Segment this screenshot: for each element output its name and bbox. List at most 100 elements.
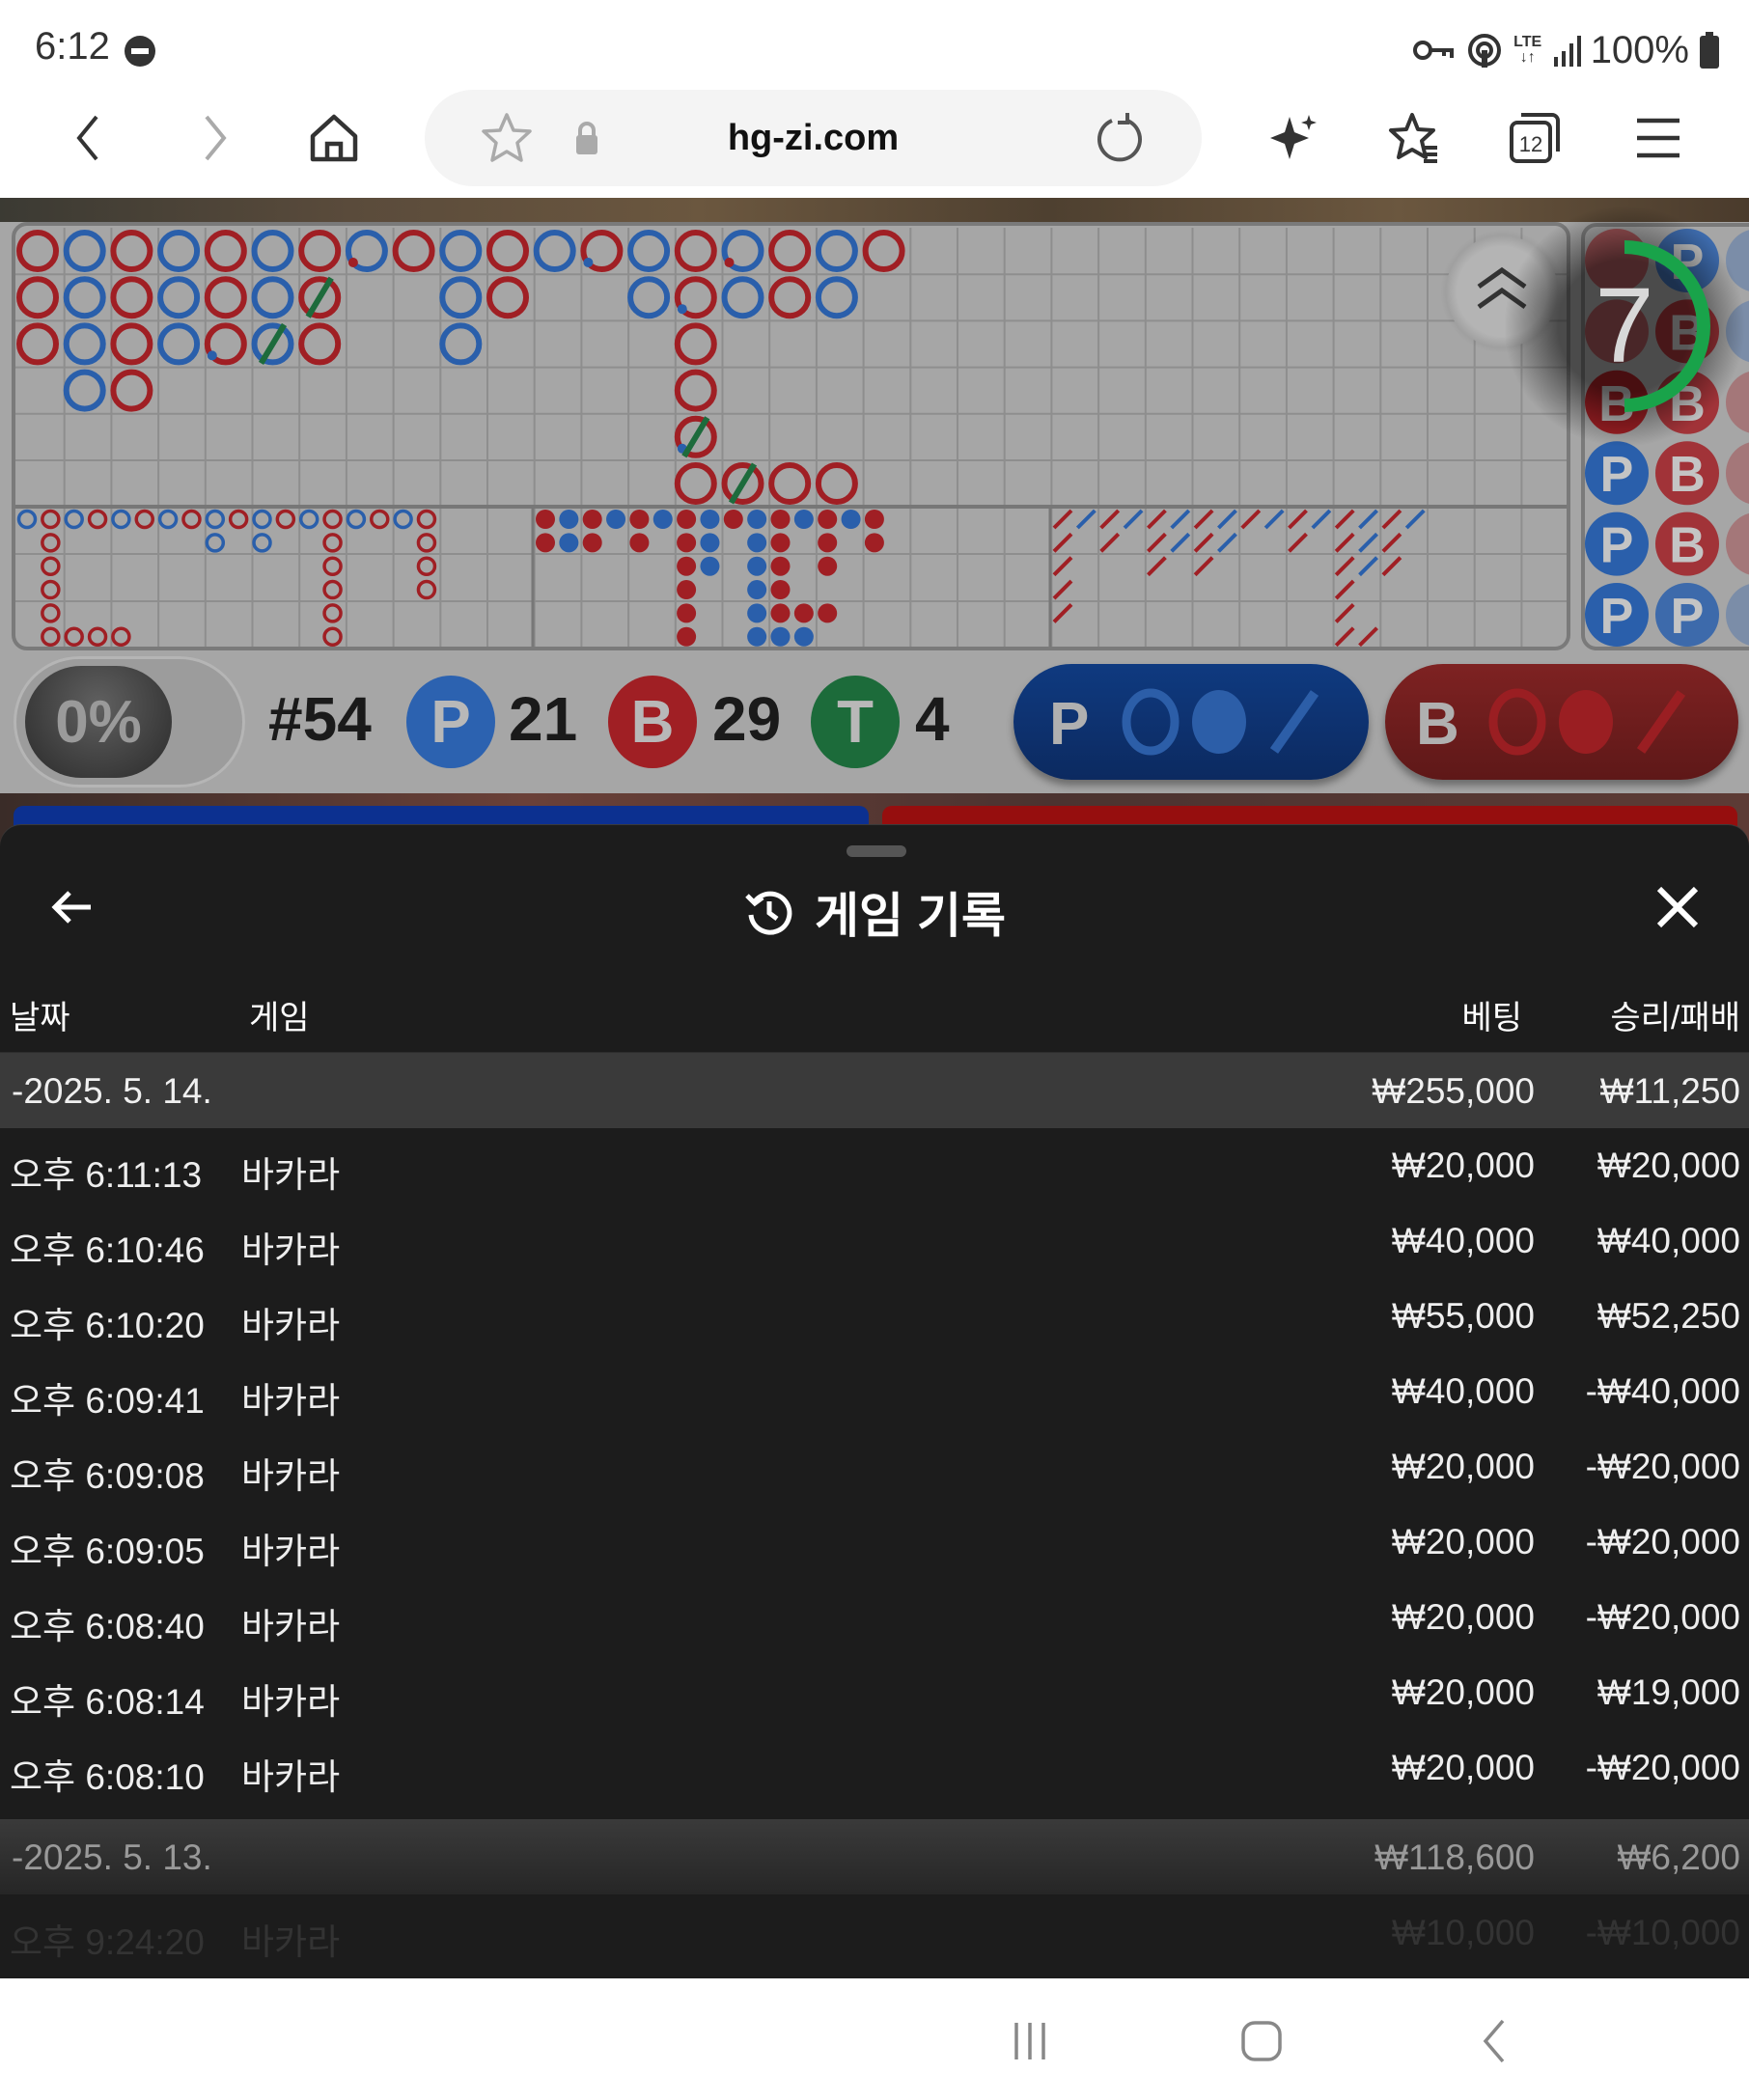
big-eye-mark bbox=[87, 626, 108, 647]
reload-icon[interactable] bbox=[1091, 109, 1149, 167]
banker-prediction-button[interactable]: B bbox=[1385, 664, 1738, 780]
row-result: ₩19,000 bbox=[1596, 1672, 1740, 1712]
date-group-header[interactable]: -2025. 5. 14. ₩255,000 ₩11,250 bbox=[0, 1052, 1749, 1128]
round-number: #54 bbox=[268, 684, 372, 754]
player-ring bbox=[721, 276, 764, 319]
url-text[interactable]: hg-zi.com bbox=[727, 117, 900, 158]
row-result: -₩20,000 bbox=[1585, 1522, 1740, 1561]
row-bet: ₩20,000 bbox=[1391, 1447, 1535, 1486]
big-eye-mark bbox=[16, 509, 38, 530]
player-prediction-label: P bbox=[1049, 691, 1090, 758]
cockroach-mark bbox=[1334, 509, 1355, 530]
big-road bbox=[16, 230, 905, 505]
small-road-mark bbox=[629, 510, 650, 529]
small-road-mark bbox=[747, 533, 767, 553]
close-icon[interactable] bbox=[1653, 883, 1702, 931]
big-eye-mark bbox=[87, 509, 108, 530]
timer-arc bbox=[1624, 240, 1710, 412]
player-prediction-button[interactable]: P bbox=[1013, 664, 1369, 780]
cockroach-mark bbox=[1217, 532, 1237, 553]
cockroach-mark bbox=[1288, 509, 1308, 530]
recent-apps-icon[interactable] bbox=[1009, 2019, 1053, 2063]
small-road-mark bbox=[747, 626, 767, 647]
address-bar[interactable]: hg-zi.com bbox=[425, 90, 1202, 186]
pair-dot bbox=[347, 258, 358, 267]
forward-icon[interactable] bbox=[185, 109, 243, 167]
row-game: 바카라 bbox=[241, 1306, 341, 1345]
player-ring bbox=[627, 276, 671, 319]
column-header-date[interactable]: 날짜 bbox=[10, 1000, 70, 1036]
row-time: 오후 6:08:40 bbox=[10, 1607, 205, 1646]
history-row[interactable]: 오후 6:09:05 바카라 ₩20,000 -₩20,000 bbox=[0, 1504, 1749, 1579]
small-road-mark bbox=[536, 510, 555, 529]
big-eye-mark bbox=[322, 533, 343, 553]
date-group-header[interactable]: -2025. 5. 13. ₩118,600 ₩6,200 bbox=[0, 1819, 1749, 1894]
column-header-bet[interactable]: 베팅 bbox=[1461, 1000, 1522, 1036]
back-nav-icon[interactable] bbox=[1472, 2019, 1516, 2063]
banker-ring bbox=[768, 230, 812, 272]
history-row[interactable]: 오후 6:08:40 바카라 ₩20,000 -₩20,000 bbox=[0, 1579, 1749, 1654]
bookmark-star-icon[interactable] bbox=[478, 109, 536, 167]
row-game: 바카라 bbox=[241, 1532, 341, 1571]
bookmarks-icon[interactable] bbox=[1385, 109, 1443, 167]
cockroach-mark bbox=[1358, 556, 1378, 577]
back-arrow-icon[interactable] bbox=[48, 883, 97, 931]
column-header-result[interactable]: 승리/패배 bbox=[1610, 1000, 1740, 1036]
tabs-icon[interactable]: 12 bbox=[1506, 109, 1564, 167]
home-nav-icon[interactable] bbox=[1239, 2019, 1284, 2063]
small-road-mark bbox=[700, 556, 720, 576]
row-time: 오후 6:11:13 bbox=[10, 1155, 203, 1195]
row-time: 오후 6:10:20 bbox=[10, 1306, 205, 1345]
small-road-mark bbox=[559, 510, 579, 529]
row-time: 오후 6:09:05 bbox=[10, 1532, 205, 1571]
banker-ring bbox=[486, 230, 529, 272]
small-road-mark bbox=[582, 510, 602, 529]
player-ring bbox=[439, 276, 483, 319]
history-row[interactable]: 오후 6:09:08 바카라 ₩20,000 -₩20,000 bbox=[0, 1428, 1749, 1504]
pair-dot bbox=[724, 258, 735, 267]
history-row[interactable]: 오후 9:24:20 바카라 ₩10,000 -₩10,000 bbox=[0, 1894, 1749, 1970]
player-ring bbox=[721, 230, 764, 272]
history-row[interactable]: 오후 6:08:10 바카라 ₩20,000 -₩20,000 bbox=[0, 1729, 1749, 1805]
small-road-mark bbox=[793, 626, 814, 647]
small-road-mark bbox=[582, 533, 602, 553]
big-eye-mark bbox=[41, 579, 61, 600]
banker-ring bbox=[674, 415, 717, 458]
filled-circle-icon bbox=[1559, 690, 1613, 754]
drag-handle[interactable] bbox=[847, 845, 906, 857]
hollow-circle-icon bbox=[1122, 688, 1180, 756]
small-road-mark bbox=[793, 603, 814, 623]
row-game: 바카라 bbox=[241, 1155, 341, 1195]
history-row[interactable]: 오후 6:11:13 바카라 ₩20,000 ₩20,000 bbox=[0, 1127, 1749, 1202]
banker-ring bbox=[204, 276, 247, 319]
history-row[interactable]: 오후 6:10:46 바카라 ₩40,000 ₩40,000 bbox=[0, 1202, 1749, 1278]
big-eye-mark bbox=[322, 626, 343, 647]
group-result-total: ₩6,200 bbox=[1617, 1838, 1740, 1877]
banker-ring bbox=[16, 230, 59, 272]
derived-roads bbox=[16, 509, 1426, 648]
cockroach-mark bbox=[1170, 532, 1191, 553]
banker-ring bbox=[674, 230, 717, 272]
small-road-mark bbox=[770, 533, 791, 553]
cockroach-mark bbox=[1099, 532, 1121, 553]
history-row[interactable]: 오후 6:08:14 바카라 ₩20,000 ₩19,000 bbox=[0, 1654, 1749, 1729]
banker-ring bbox=[110, 230, 153, 272]
bead-label: P bbox=[1600, 589, 1634, 645]
ai-sparkle-icon[interactable] bbox=[1264, 109, 1322, 167]
filled-circle-icon bbox=[1192, 690, 1246, 754]
menu-icon[interactable] bbox=[1629, 109, 1687, 167]
banker-ring bbox=[768, 462, 812, 505]
history-row[interactable]: 오후 6:09:41 바카라 ₩40,000 -₩40,000 bbox=[0, 1353, 1749, 1428]
history-row[interactable]: 오후 6:10:20 바카라 ₩55,000 ₩52,250 bbox=[0, 1278, 1749, 1353]
row-bet: ₩20,000 bbox=[1391, 1597, 1535, 1637]
column-header-game[interactable]: 게임 bbox=[249, 1000, 310, 1036]
group-date: -2025. 5. 13. bbox=[12, 1838, 212, 1877]
home-icon[interactable] bbox=[305, 109, 363, 167]
small-road-mark bbox=[700, 533, 720, 553]
row-result: -₩20,000 bbox=[1585, 1447, 1740, 1486]
banker-ring bbox=[298, 230, 342, 272]
back-icon[interactable] bbox=[60, 109, 118, 167]
small-road-mark bbox=[770, 580, 791, 600]
player-ring bbox=[251, 322, 294, 366]
small-road-mark bbox=[677, 510, 697, 529]
